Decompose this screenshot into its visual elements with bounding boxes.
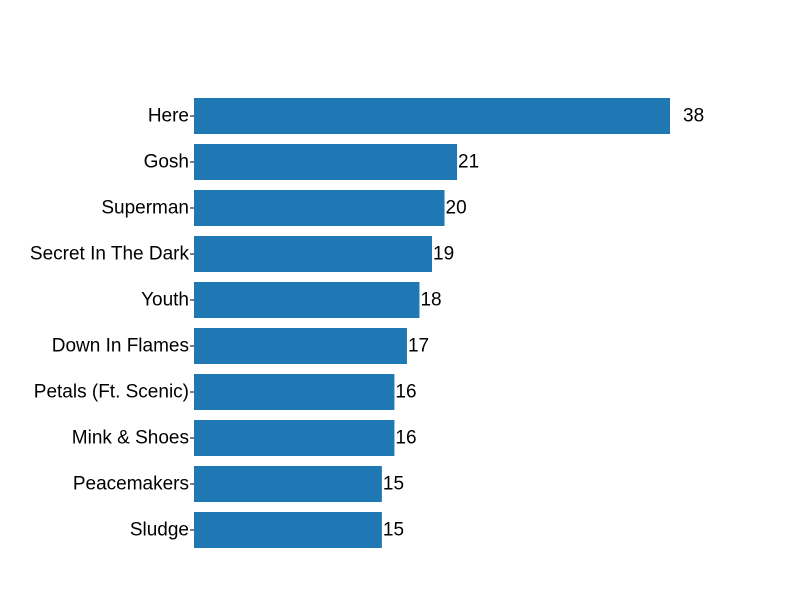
bar-5 <box>194 328 407 364</box>
labels-layer: Here 38 Gosh 21 Superman 20 Secret In The Dark… <box>30 106 704 541</box>
value-label-5: 17 <box>408 336 429 357</box>
category-label-6: Petals (Ft. Scenic) <box>34 382 189 403</box>
category-label-9: Sludge <box>130 520 189 541</box>
value-label-4: 18 <box>420 290 441 311</box>
category-label-3: Secret In The Dark <box>30 244 190 265</box>
bar-6 <box>194 374 395 410</box>
value-label-7: 16 <box>395 428 416 449</box>
value-label-9: 15 <box>383 520 404 541</box>
category-label-4: Youth <box>141 290 189 311</box>
bar-3 <box>194 236 432 272</box>
value-label-1: 21 <box>458 152 479 173</box>
value-label-2: 20 <box>446 198 467 219</box>
value-label-6: 16 <box>395 382 416 403</box>
category-label-5: Down In Flames <box>52 336 189 357</box>
category-label-1: Gosh <box>144 152 189 173</box>
category-label-2: Superman <box>101 198 189 219</box>
value-label-0: 38 <box>683 106 704 127</box>
value-label-8: 15 <box>383 474 404 495</box>
bar-1 <box>194 144 458 180</box>
bar-9 <box>194 512 382 548</box>
ticks-layer <box>190 115 194 531</box>
bar-2 <box>194 190 445 226</box>
value-label-3: 19 <box>433 244 454 265</box>
bar-7 <box>194 420 395 456</box>
category-label-7: Mink & Shoes <box>72 428 189 449</box>
category-label-0: Here <box>148 106 189 127</box>
bars-layer <box>194 98 670 548</box>
category-label-8: Peacemakers <box>73 474 189 495</box>
bar-0 <box>194 98 670 134</box>
bar-8 <box>194 466 382 502</box>
bar-4 <box>194 282 420 318</box>
